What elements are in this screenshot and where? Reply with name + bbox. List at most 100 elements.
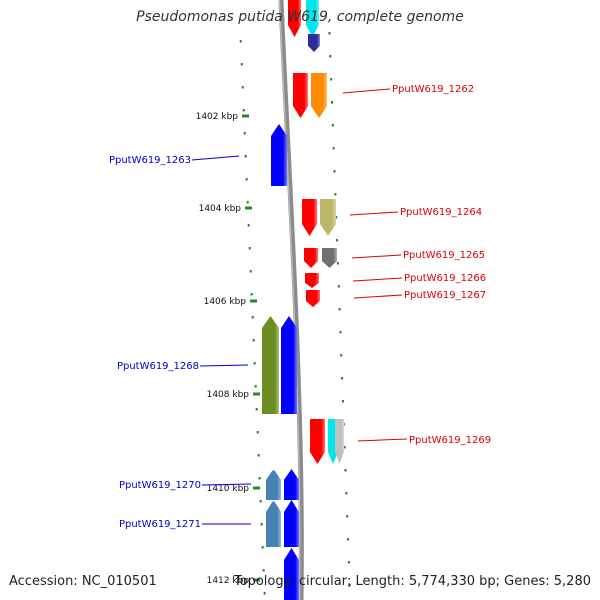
gene-pputw619_1265[interactable] [304,248,318,268]
gene-pputw619_1269c[interactable] [335,419,344,464]
gene-g-top1[interactable] [288,0,301,37]
ruler-dot [240,63,243,66]
tick-label: 1410 kbp [207,484,250,494]
ruler-dot [262,569,265,572]
ruler-dot [328,32,331,35]
gene-labels: PputW619_1262 PputW619_1263 PputW619_1264 P… [109,84,491,530]
ruler-dot [329,55,332,58]
ruler-dot [337,285,340,288]
ruler-dot [332,147,335,150]
gene-label-pputw619_1268[interactable]: PputW619_1268 [117,361,199,372]
ruler-dot [249,270,252,273]
ruler-dot [344,469,347,472]
gene-pputw619_1271[interactable] [266,500,281,547]
gene-pputw619_1263[interactable] [271,124,287,186]
gene-arrow-shade [284,469,299,500]
gene-label-pputw619_1263[interactable]: PputW619_1263 [109,155,191,166]
ruler-dot [345,492,348,495]
ruler-dot [244,155,247,158]
gene-g-bot1[interactable] [284,548,299,600]
gene-label-leader [199,364,249,367]
gene-pputw619_1270b[interactable] [284,469,299,500]
ruler-dot [257,454,260,457]
gene-pputw619_1262[interactable] [293,73,308,118]
ruler-dot [252,339,255,342]
gene-label-pputw619_1265[interactable]: PputW619_1265 [403,250,485,261]
genome-backbone-highlight [278,0,301,600]
accession-text: Accession: NC_010501 [9,574,157,589]
ruler-dot [242,109,245,112]
ruler-ticks: 1402 kbp 1404 kbp 1406 kbp 1408 kbp 1410 kbp… [196,112,260,586]
ruler-dot [243,132,246,135]
ruler-dot [248,247,251,250]
tick-mark [242,114,249,118]
gene-arrow-shade [302,199,317,236]
ruler-dot [255,408,258,411]
gene-label-pputw619_1271[interactable]: PputW619_1271 [119,519,201,530]
ruler-dots-left [239,40,266,595]
ruler-dot [263,592,266,595]
gene-arrow-shade [308,34,320,52]
ruler-dot [258,477,261,480]
ruler-dot [261,546,264,549]
ruler-dot [260,523,263,526]
ruler-dot [250,293,253,296]
tick-mark [253,486,260,490]
gene-label-pputw619_1267[interactable]: PputW619_1267 [404,290,486,301]
ruler-dot [336,262,339,265]
ruler-dot [330,78,333,81]
gene-label-leader [342,88,391,94]
ruler-dot [245,178,248,181]
ruler-dot [254,385,257,388]
gene-pputw619_1270[interactable] [266,469,281,500]
ruler-dot [253,362,256,365]
gene-arrow-shade [311,73,327,118]
ruler-dot [341,400,344,403]
gene-pputw619_1264b[interactable] [320,199,336,236]
gene-pputw619_1266[interactable] [305,273,319,288]
gene-pputw619_1268[interactable] [262,316,279,414]
ruler-dot [336,239,339,242]
tick-mark [250,299,257,303]
ruler-dot [346,515,349,518]
tick-mark [253,392,260,396]
gene-label-pputw619_1262[interactable]: PputW619_1262 [392,84,474,95]
gene-pputw619_1268b[interactable] [281,316,297,414]
gene-arrow-shade [320,199,336,236]
gene-pputw619_1265b[interactable] [322,248,337,268]
gene-label-pputw619_1270[interactable]: PputW619_1270 [119,480,201,491]
tick-mark [253,578,260,582]
ruler-dot [330,101,333,104]
gene-arrow-shade [284,500,299,547]
gene-label-pputw619_1269[interactable]: PputW619_1269 [409,435,491,446]
gene-pputw619_1264[interactable] [302,199,317,236]
ruler-dot [246,201,249,204]
ruler-dot [343,446,346,449]
gene-arrow-shade [271,124,287,186]
gene-pputw619_1271b[interactable] [284,500,299,547]
gene-arrow-shade [293,73,308,118]
ruler-dot [251,316,254,319]
gene-arrow-shade [266,469,281,500]
gene-label-leader [351,254,402,259]
gene-pputw619_1267[interactable] [306,290,320,307]
gene-label-leader [349,211,399,216]
ruler-dot [340,354,343,357]
gene-g-top3[interactable] [308,34,320,52]
gene-pputw619_1262b[interactable] [311,73,327,118]
gene-arrow-shade [335,419,344,464]
gene-label-pputw619_1264[interactable]: PputW619_1264 [400,207,482,218]
ruler-dot [348,584,351,587]
ruler-dot [333,170,336,173]
gene-label-leader [352,277,403,282]
genome-backbone [278,0,304,600]
genome-summary-text: Topology: circular; Length: 5,774,330 bp… [233,574,591,589]
tick-mark [245,206,252,210]
gene-pputw619_1269[interactable] [310,419,325,464]
gene-label-pputw619_1266[interactable]: PputW619_1266 [404,273,486,284]
ruler-dot [259,500,262,503]
tick-label: 1412 kbp [207,576,250,586]
gene-g-top2[interactable] [306,0,319,37]
